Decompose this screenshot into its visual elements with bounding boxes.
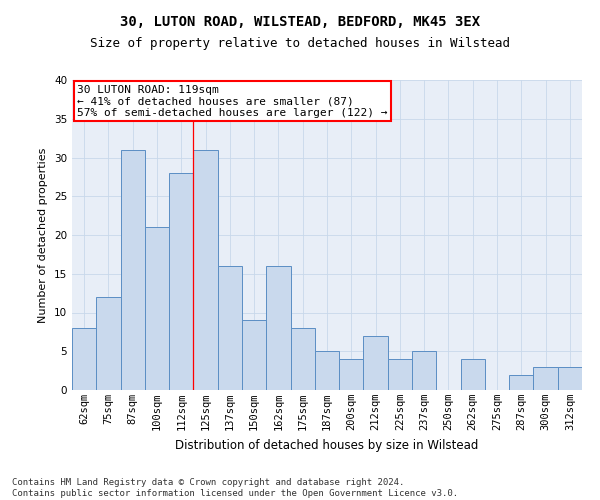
Text: Contains HM Land Registry data © Crown copyright and database right 2024.
Contai: Contains HM Land Registry data © Crown c… <box>12 478 458 498</box>
Text: Size of property relative to detached houses in Wilstead: Size of property relative to detached ho… <box>90 38 510 51</box>
Bar <box>461 359 485 390</box>
Y-axis label: Number of detached properties: Number of detached properties <box>38 148 49 322</box>
Bar <box>388 359 412 390</box>
Bar <box>121 150 145 390</box>
Bar <box>145 227 169 390</box>
Bar <box>266 266 290 390</box>
Bar <box>558 367 582 390</box>
Bar <box>290 328 315 390</box>
Bar <box>509 374 533 390</box>
Bar <box>72 328 96 390</box>
Bar <box>218 266 242 390</box>
X-axis label: Distribution of detached houses by size in Wilstead: Distribution of detached houses by size … <box>175 438 479 452</box>
Bar <box>242 320 266 390</box>
Text: 30 LUTON ROAD: 119sqm
← 41% of detached houses are smaller (87)
57% of semi-deta: 30 LUTON ROAD: 119sqm ← 41% of detached … <box>77 84 388 118</box>
Bar <box>315 351 339 390</box>
Text: 30, LUTON ROAD, WILSTEAD, BEDFORD, MK45 3EX: 30, LUTON ROAD, WILSTEAD, BEDFORD, MK45 … <box>120 15 480 29</box>
Bar <box>339 359 364 390</box>
Bar <box>533 367 558 390</box>
Bar <box>96 297 121 390</box>
Bar <box>364 336 388 390</box>
Bar <box>169 173 193 390</box>
Bar <box>193 150 218 390</box>
Bar <box>412 351 436 390</box>
